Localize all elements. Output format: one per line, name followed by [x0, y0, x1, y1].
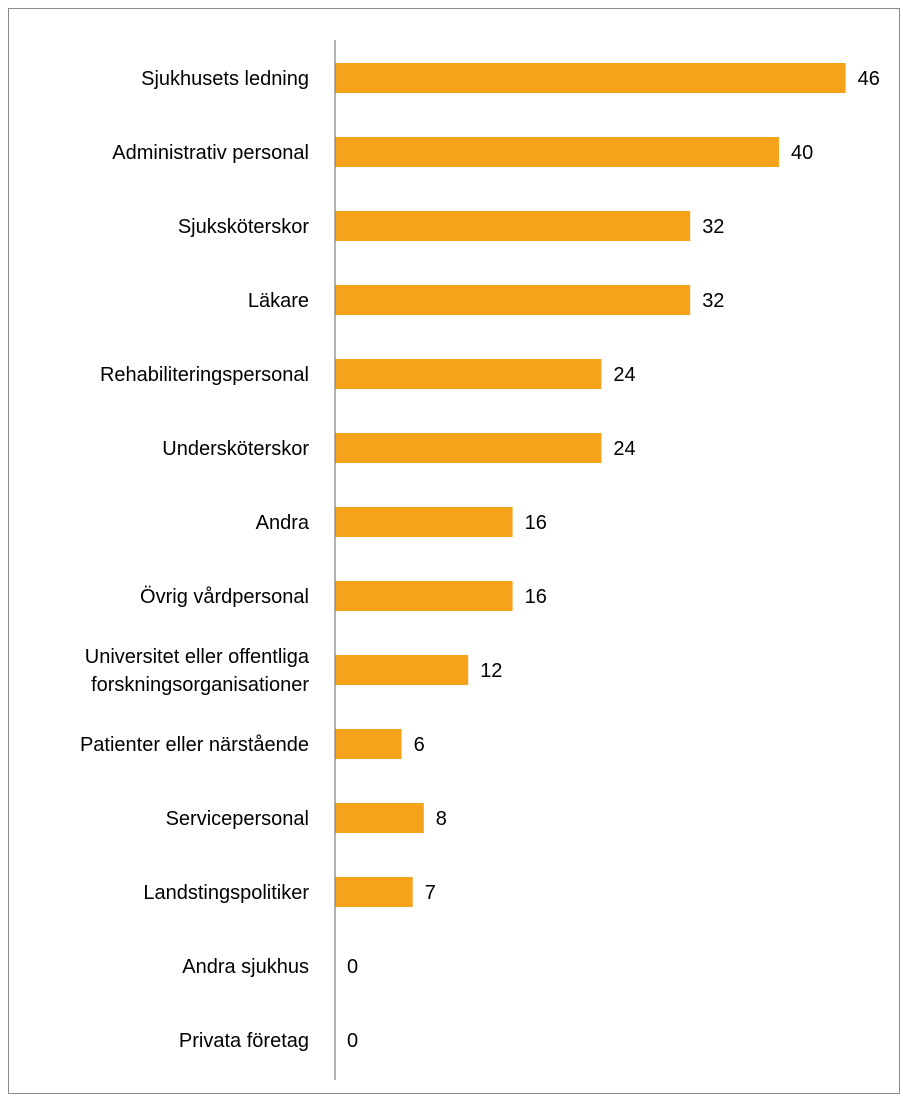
value-label-11: 7: [425, 882, 436, 904]
value-label-1: 40: [791, 142, 813, 164]
value-label-8: 12: [480, 660, 502, 682]
value-label-6: 16: [525, 512, 547, 534]
bar-8: [335, 655, 469, 685]
value-label-0: 46: [858, 68, 880, 90]
bar-3: [335, 285, 691, 315]
value-label-10: 8: [436, 808, 447, 830]
category-label-4: Rehabiliteringspersonal: [100, 364, 309, 386]
bar-2: [335, 211, 691, 241]
category-label-8: Universitet eller offentliga forskningsor…: [85, 646, 310, 696]
bar-11: [335, 877, 413, 907]
labels-layer: Sjukhusets ledning 46 Administrativ person…: [80, 68, 880, 1052]
category-label-13: Privata företag: [179, 1030, 309, 1052]
category-label-0: Sjukhusets ledning: [141, 68, 309, 90]
bar-9: [335, 729, 402, 759]
bars-layer: [335, 63, 846, 907]
category-label-2: Sjuksköterskor: [178, 216, 309, 238]
bar-4: [335, 359, 602, 389]
bar-7: [335, 581, 513, 611]
value-label-12: 0: [347, 956, 358, 978]
category-label-12: Andra sjukhus: [182, 956, 309, 978]
value-label-13: 0: [347, 1030, 358, 1052]
bar-5: [335, 433, 602, 463]
chart-frame: [8, 8, 900, 1094]
category-label-9: Patienter eller närstående: [80, 734, 309, 756]
value-label-4: 24: [613, 364, 635, 386]
category-label-11: Landstingspolitiker: [143, 882, 309, 904]
bar-1: [335, 137, 779, 167]
value-label-7: 16: [525, 586, 547, 608]
bar-10: [335, 803, 424, 833]
category-label-5: Undersköterskor: [162, 438, 309, 460]
category-label-3: Läkare: [248, 290, 309, 312]
value-label-2: 32: [702, 216, 724, 238]
value-label-5: 24: [613, 438, 635, 460]
category-label-6: Andra: [256, 512, 310, 534]
value-label-9: 6: [414, 734, 425, 756]
category-label-7: Övrig vårdpersonal: [140, 586, 309, 608]
bar-6: [335, 507, 513, 537]
bar-0: [335, 63, 846, 93]
category-label-10: Servicepersonal: [166, 808, 309, 830]
value-label-3: 32: [702, 290, 724, 312]
category-label-1: Administrativ personal: [112, 142, 309, 164]
